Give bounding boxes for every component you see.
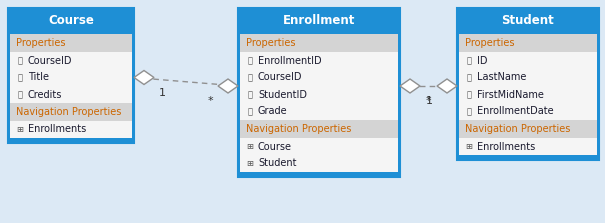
Text: ⊞: ⊞ [246, 142, 253, 151]
FancyBboxPatch shape [238, 172, 400, 177]
Text: ⛏: ⛏ [466, 90, 471, 99]
Text: Properties: Properties [246, 38, 295, 48]
Text: ⚿: ⚿ [466, 56, 471, 65]
Text: 1: 1 [159, 87, 166, 97]
Text: EnrollmentID: EnrollmentID [258, 56, 322, 66]
Text: Title: Title [28, 72, 49, 83]
Text: Credits: Credits [28, 89, 62, 99]
FancyBboxPatch shape [459, 138, 597, 155]
Text: Grade: Grade [258, 107, 287, 116]
Text: 1: 1 [425, 96, 433, 106]
FancyBboxPatch shape [240, 138, 398, 155]
FancyBboxPatch shape [240, 86, 398, 103]
Text: ⛏: ⛏ [247, 90, 252, 99]
FancyBboxPatch shape [459, 86, 597, 103]
FancyBboxPatch shape [240, 103, 398, 120]
FancyBboxPatch shape [8, 138, 134, 143]
FancyBboxPatch shape [240, 69, 398, 86]
FancyBboxPatch shape [459, 34, 597, 52]
Text: ⛏: ⛏ [18, 73, 22, 82]
Text: ⊞: ⊞ [16, 125, 24, 134]
Text: Navigation Properties: Navigation Properties [16, 107, 122, 117]
Text: Properties: Properties [16, 38, 65, 48]
Text: EnrollmentDate: EnrollmentDate [477, 107, 554, 116]
Polygon shape [134, 70, 154, 85]
Text: StudentID: StudentID [258, 89, 307, 99]
Text: ⛏: ⛏ [247, 73, 252, 82]
Text: ⚿: ⚿ [247, 56, 252, 65]
FancyBboxPatch shape [457, 8, 599, 34]
Text: CourseID: CourseID [258, 72, 302, 83]
FancyBboxPatch shape [10, 86, 132, 103]
FancyBboxPatch shape [10, 121, 132, 138]
FancyBboxPatch shape [240, 34, 398, 52]
FancyBboxPatch shape [240, 155, 398, 172]
Text: Student: Student [258, 159, 296, 169]
FancyBboxPatch shape [10, 69, 132, 86]
FancyBboxPatch shape [10, 34, 132, 52]
Text: ⛏: ⛏ [247, 107, 252, 116]
Text: LastName: LastName [477, 72, 526, 83]
Polygon shape [437, 79, 457, 93]
FancyBboxPatch shape [8, 8, 134, 143]
Text: Course: Course [48, 14, 94, 27]
FancyBboxPatch shape [240, 120, 398, 138]
Text: Navigation Properties: Navigation Properties [465, 124, 571, 134]
FancyBboxPatch shape [459, 69, 597, 86]
FancyBboxPatch shape [238, 8, 400, 177]
Text: Student: Student [502, 14, 554, 27]
Text: Properties: Properties [465, 38, 514, 48]
Polygon shape [400, 79, 420, 93]
FancyBboxPatch shape [459, 120, 597, 138]
FancyBboxPatch shape [457, 155, 599, 160]
Text: *: * [425, 96, 431, 106]
FancyBboxPatch shape [10, 52, 132, 69]
Text: Enrollments: Enrollments [28, 124, 87, 134]
FancyBboxPatch shape [459, 52, 597, 69]
FancyBboxPatch shape [8, 8, 134, 34]
Text: *: * [207, 96, 213, 106]
FancyBboxPatch shape [10, 103, 132, 121]
Text: Navigation Properties: Navigation Properties [246, 124, 352, 134]
Text: Course: Course [258, 142, 292, 151]
Text: ID: ID [477, 56, 488, 66]
Text: ⛏: ⛏ [466, 107, 471, 116]
Text: FirstMidName: FirstMidName [477, 89, 544, 99]
Text: ⛏: ⛏ [18, 90, 22, 99]
Text: Enrollments: Enrollments [477, 142, 535, 151]
Text: ⊞: ⊞ [246, 159, 253, 168]
Text: ⚿: ⚿ [18, 56, 22, 65]
FancyBboxPatch shape [459, 103, 597, 120]
FancyBboxPatch shape [238, 8, 400, 34]
Text: ⛏: ⛏ [466, 73, 471, 82]
Text: ⊞: ⊞ [465, 142, 473, 151]
FancyBboxPatch shape [240, 52, 398, 69]
Text: Enrollment: Enrollment [283, 14, 355, 27]
Polygon shape [218, 79, 238, 93]
Text: CourseID: CourseID [28, 56, 73, 66]
FancyBboxPatch shape [457, 8, 599, 160]
